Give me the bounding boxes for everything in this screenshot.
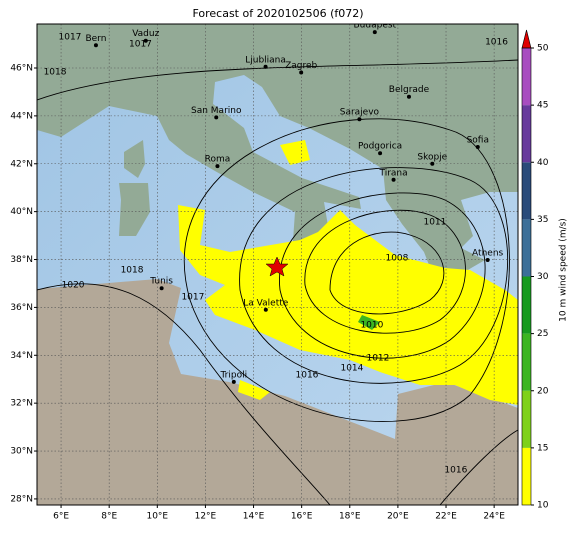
colorbar-tick-label: 35	[537, 215, 548, 225]
lat-tick-label: 38°N	[10, 255, 33, 265]
city-dot	[159, 286, 164, 291]
city-label: La Valette	[243, 298, 288, 308]
isobar-label: 1017	[181, 293, 204, 303]
colorbar-tick-label: 10	[537, 501, 549, 511]
isobar-label: 1017	[59, 32, 82, 42]
isobar-label: 1018	[121, 266, 144, 276]
isobar-label: 1016	[485, 37, 508, 47]
colorbar-segment	[522, 447, 531, 505]
isobar-label: 1018	[44, 68, 67, 78]
colorbar-tick-label: 30	[537, 272, 549, 282]
corsica	[124, 140, 145, 178]
city-label: Athens	[472, 248, 503, 258]
colorbar-segment	[522, 105, 531, 163]
city-label: Skopje	[417, 152, 447, 162]
lon-tick-label: 6°E	[53, 512, 69, 522]
colorbar-segment	[522, 276, 531, 334]
lat-tick-label: 32°N	[10, 399, 33, 409]
lon-tick-label: 8°E	[101, 512, 117, 522]
lat-tick-label: 42°N	[10, 159, 33, 169]
isobar-label: 1020	[62, 280, 85, 290]
city-dot	[93, 43, 98, 48]
lat-tick-label: 34°N	[10, 351, 33, 361]
city-dot	[391, 177, 396, 182]
city-label: Budapest	[354, 21, 397, 31]
colorbar-tick-label: 25	[537, 329, 548, 339]
city-dot	[485, 257, 490, 262]
isobar-label: 1017	[129, 40, 152, 50]
lat-tick-label: 40°N	[10, 207, 33, 217]
colorbar-tick-label: 40	[537, 158, 549, 168]
colorbar-segment	[522, 48, 531, 106]
city-dot	[430, 161, 435, 166]
colorbar-tick-label: 15	[537, 443, 548, 453]
city-label: Zagreb	[285, 61, 317, 71]
isobar-label: 1011	[423, 217, 446, 227]
lat-tick-label: 46°N	[10, 64, 33, 74]
city-label: Ljubliana	[245, 55, 286, 65]
city-label: Tirana	[378, 168, 407, 178]
event-star	[265, 256, 289, 277]
city-dot	[299, 70, 304, 75]
lon-tick-label: 20°E	[387, 512, 409, 522]
lat-tick-label: 44°N	[10, 111, 33, 121]
city-label: Vaduz	[132, 29, 159, 39]
city-label: Tunis	[149, 277, 173, 287]
lon-tick-label: 14°E	[243, 512, 265, 522]
city-label: Sarajevo	[340, 108, 380, 118]
sardinia	[119, 183, 150, 236]
colorbar-tick-label: 50	[537, 44, 549, 54]
city-dot	[263, 64, 268, 69]
colorbar-segment	[522, 390, 531, 448]
lon-tick-label: 18°E	[339, 512, 361, 522]
city-dot	[231, 379, 236, 384]
colorbar-tick-label: 20	[537, 386, 549, 396]
wind-strong	[358, 315, 380, 330]
city-dot	[263, 307, 268, 312]
lon-tick-label: 16°E	[291, 512, 313, 522]
city-dot	[215, 164, 220, 169]
city-dot	[475, 145, 480, 150]
city-label: Bern	[85, 34, 106, 44]
city-label: Sofia	[467, 136, 489, 146]
isobar-label: 1008	[385, 254, 408, 264]
lon-tick-label: 24°E	[483, 512, 505, 522]
city-label: Belgrade	[389, 85, 430, 95]
city-dot	[357, 117, 362, 122]
isobar-label: 1012	[366, 353, 389, 363]
isobars	[37, 59, 518, 505]
city-dot	[143, 38, 148, 43]
lon-tick-label: 22°E	[435, 512, 457, 522]
map-frame	[36, 23, 519, 506]
city-dot	[214, 115, 219, 120]
colorbar-segment	[522, 162, 531, 220]
isobar-label: 1014	[340, 363, 363, 373]
city-dot	[378, 151, 383, 156]
lat-tick-label: 28°N	[10, 494, 33, 504]
isobar-label: 1010	[360, 320, 383, 330]
lon-tick-label: 10°E	[146, 512, 168, 522]
colorbar-tick-label: 45	[537, 101, 548, 111]
city-dot	[372, 30, 377, 35]
isobar-label: 1016	[444, 465, 467, 475]
city-label: Tripoli	[220, 370, 248, 380]
colorbar-label: 10 m wind speed (m/s)	[559, 218, 569, 322]
title: Forecast of 2020102506 (f072)	[192, 7, 363, 20]
city-label: Podgorica	[358, 142, 402, 152]
colorbar-segment	[522, 333, 531, 391]
city-label: San Marino	[191, 106, 242, 116]
colorbar-segment	[522, 219, 531, 277]
isobar-label: 1016	[296, 370, 319, 380]
lon-tick-label: 12°E	[195, 512, 217, 522]
lat-tick-label: 36°N	[10, 303, 33, 313]
lat-tick-label: 30°N	[10, 447, 33, 457]
colorbar-extend	[521, 29, 532, 49]
city-dot	[406, 94, 411, 99]
city-label: Roma	[205, 155, 231, 165]
